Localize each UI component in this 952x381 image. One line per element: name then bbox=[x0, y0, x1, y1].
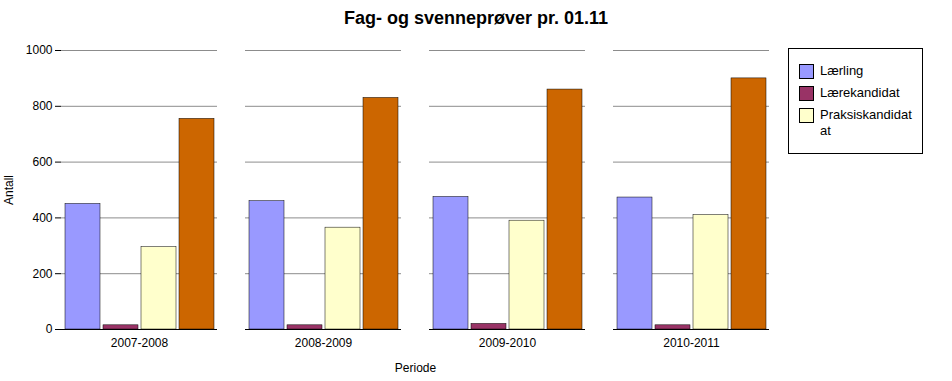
svg-text:200: 200 bbox=[32, 267, 52, 281]
html-text:Lærling: Lærling bbox=[820, 63, 864, 78]
svg-text:1000: 1000 bbox=[26, 43, 53, 57]
html-text:Praksiskandidat at: Praksiskandidat at bbox=[820, 107, 912, 138]
svg-text:0: 0 bbox=[46, 322, 53, 336]
svg-text:2009-2010: 2009-2010 bbox=[479, 336, 537, 350]
svg-text:2008-2009: 2008-2009 bbox=[295, 336, 353, 350]
svg-text:400: 400 bbox=[32, 211, 52, 225]
svg-text:800: 800 bbox=[32, 99, 52, 113]
svg-text:600: 600 bbox=[32, 155, 52, 169]
html-text:Lærekandidat: Lærekandidat bbox=[820, 85, 900, 100]
svg-text:2007-2008: 2007-2008 bbox=[111, 336, 169, 350]
svg-text:Antall: Antall bbox=[2, 175, 16, 205]
svg-text:Periode: Periode bbox=[395, 361, 437, 375]
svg-text:2010-2011: 2010-2011 bbox=[663, 336, 720, 350]
html-text:Fag- og svenneprøver pr. 01.11: Fag- og svenneprøver pr. 01.11 bbox=[343, 8, 608, 28]
